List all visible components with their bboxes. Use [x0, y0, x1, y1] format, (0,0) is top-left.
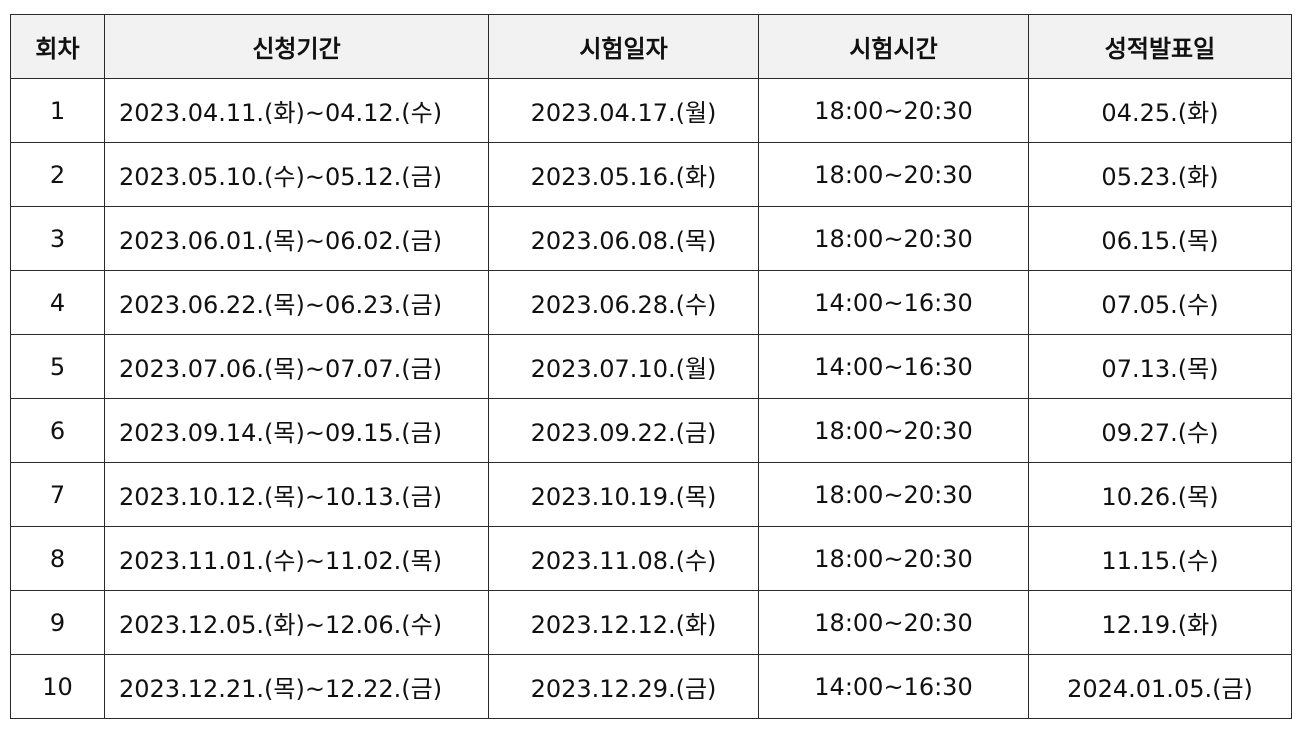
table-row: 5 2023.07.06.(목)~07.07.(금) 2023.07.10.(월) 1… [10, 334, 1292, 399]
cell-application-period: 2023.05.10.(수)~05.12.(금) [104, 142, 489, 207]
table-row: 4 2023.06.22.(목)~06.23.(금) 2023.06.28.(수) 1… [10, 270, 1292, 335]
header-round: 회차 [10, 14, 105, 79]
cell-result-date: 09.27.(수) [1028, 398, 1292, 463]
cell-application-period: 2023.06.22.(목)~06.23.(금) [104, 270, 489, 335]
cell-round: 3 [10, 206, 105, 271]
cell-exam-date: 2023.09.22.(금) [488, 398, 759, 463]
cell-result-date: 2024.01.05.(금) [1028, 654, 1292, 719]
cell-result-date: 12.19.(화) [1028, 590, 1292, 655]
cell-application-period: 2023.06.01.(목)~06.02.(금) [104, 206, 489, 271]
cell-exam-date: 2023.10.19.(목) [488, 462, 759, 527]
cell-exam-date: 2023.06.08.(목) [488, 206, 759, 271]
cell-exam-date: 2023.04.17.(월) [488, 78, 759, 143]
cell-round: 9 [10, 590, 105, 655]
cell-round: 6 [10, 398, 105, 463]
cell-round: 10 [10, 654, 105, 719]
cell-exam-time: 18:00~20:30 [758, 142, 1029, 207]
cell-application-period: 2023.09.14.(목)~09.15.(금) [104, 398, 489, 463]
cell-application-period: 2023.04.11.(화)~04.12.(수) [104, 78, 489, 143]
header-exam-date: 시험일자 [488, 14, 759, 79]
table-row: 6 2023.09.14.(목)~09.15.(금) 2023.09.22.(금) 1… [10, 398, 1292, 463]
table-row: 7 2023.10.12.(목)~10.13.(금) 2023.10.19.(목) 1… [10, 462, 1292, 527]
cell-exam-time: 14:00~16:30 [758, 270, 1029, 335]
cell-result-date: 10.26.(목) [1028, 462, 1292, 527]
cell-result-date: 04.25.(화) [1028, 78, 1292, 143]
cell-round: 7 [10, 462, 105, 527]
cell-result-date: 07.05.(수) [1028, 270, 1292, 335]
table-row: 1 2023.04.11.(화)~04.12.(수) 2023.04.17.(월) 1… [10, 78, 1292, 143]
cell-exam-date: 2023.12.29.(금) [488, 654, 759, 719]
cell-result-date: 07.13.(목) [1028, 334, 1292, 399]
cell-result-date: 06.15.(목) [1028, 206, 1292, 271]
table-row: 8 2023.11.01.(수)~11.02.(목) 2023.11.08.(수) 1… [10, 526, 1292, 591]
table-row: 2 2023.05.10.(수)~05.12.(금) 2023.05.16.(화) 1… [10, 142, 1292, 207]
cell-exam-time: 18:00~20:30 [758, 462, 1029, 527]
header-result-date: 성적발표일 [1028, 14, 1292, 79]
table-row: 3 2023.06.01.(목)~06.02.(금) 2023.06.08.(목) 1… [10, 206, 1292, 271]
table-row: 9 2023.12.05.(화)~12.06.(수) 2023.12.12.(화) 1… [10, 590, 1292, 655]
cell-exam-date: 2023.11.08.(수) [488, 526, 759, 591]
cell-result-date: 05.23.(화) [1028, 142, 1292, 207]
cell-application-period: 2023.10.12.(목)~10.13.(금) [104, 462, 489, 527]
table-row: 10 2023.12.21.(목)~12.22.(금) 2023.12.29.(금)… [10, 654, 1292, 719]
cell-exam-time: 14:00~16:30 [758, 654, 1029, 719]
cell-exam-time: 18:00~20:30 [758, 590, 1029, 655]
cell-exam-time: 18:00~20:30 [758, 206, 1029, 271]
cell-exam-time: 18:00~20:30 [758, 78, 1029, 143]
header-exam-time: 시험시간 [758, 14, 1029, 79]
cell-application-period: 2023.12.21.(목)~12.22.(금) [104, 654, 489, 719]
cell-round: 5 [10, 334, 105, 399]
cell-exam-date: 2023.07.10.(월) [488, 334, 759, 399]
cell-exam-date: 2023.05.16.(화) [488, 142, 759, 207]
cell-exam-time: 14:00~16:30 [758, 334, 1029, 399]
cell-round: 4 [10, 270, 105, 335]
cell-application-period: 2023.07.06.(목)~07.07.(금) [104, 334, 489, 399]
cell-exam-date: 2023.06.28.(수) [488, 270, 759, 335]
cell-round: 8 [10, 526, 105, 591]
cell-result-date: 11.15.(수) [1028, 526, 1292, 591]
exam-schedule-table: 회차 신청기간 시험일자 시험시간 성적발표일 1 2023.04.11.(화)~… [10, 14, 1292, 719]
cell-round: 2 [10, 142, 105, 207]
cell-exam-date: 2023.12.12.(화) [488, 590, 759, 655]
cell-application-period: 2023.12.05.(화)~12.06.(수) [104, 590, 489, 655]
table-header: 회차 신청기간 시험일자 시험시간 성적발표일 [10, 14, 1292, 79]
cell-exam-time: 18:00~20:30 [758, 526, 1029, 591]
cell-application-period: 2023.11.01.(수)~11.02.(목) [104, 526, 489, 591]
cell-round: 1 [10, 78, 105, 143]
header-application-period: 신청기간 [104, 14, 489, 79]
table-body: 1 2023.04.11.(화)~04.12.(수) 2023.04.17.(월) 1… [10, 78, 1292, 719]
header-row: 회차 신청기간 시험일자 시험시간 성적발표일 [10, 14, 1292, 79]
cell-exam-time: 18:00~20:30 [758, 398, 1029, 463]
